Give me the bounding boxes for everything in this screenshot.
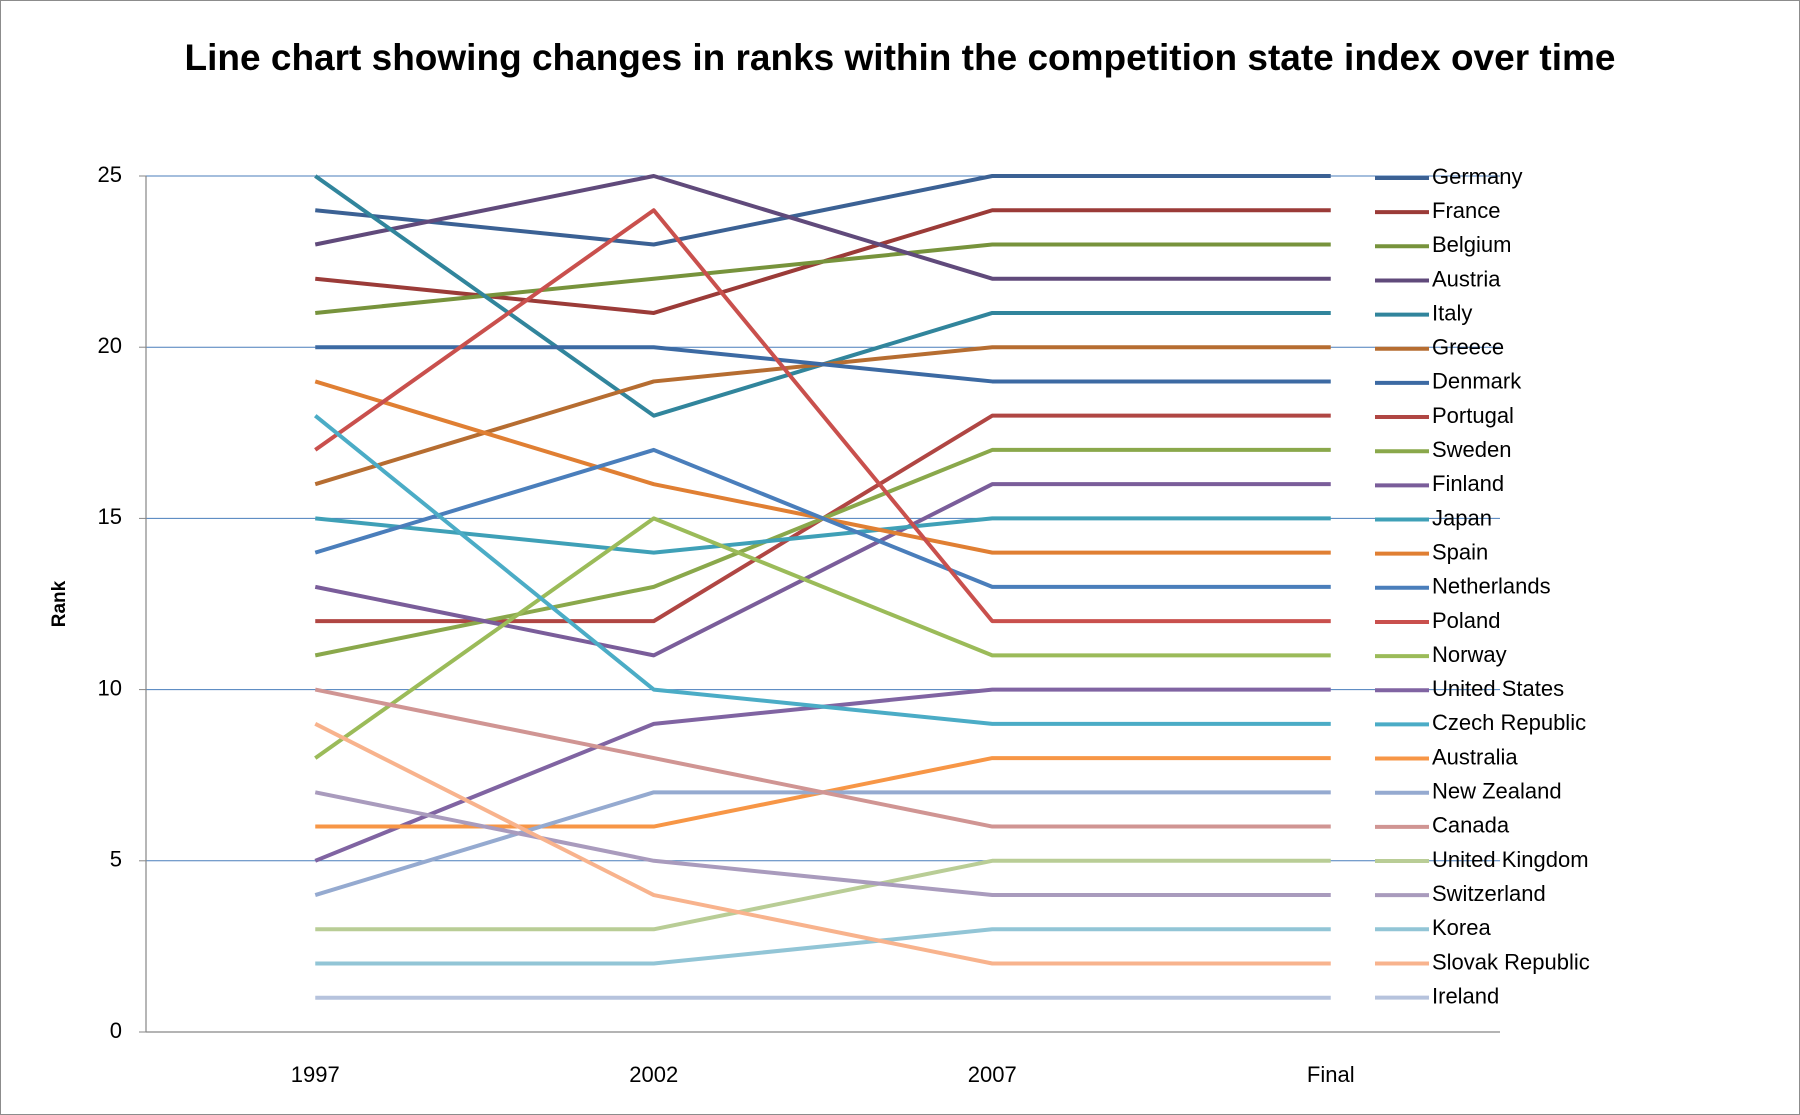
series-line xyxy=(314,174,1331,281)
y-axis-label: Rank xyxy=(49,580,70,627)
legend-label: Poland xyxy=(1432,608,1501,633)
series-line xyxy=(314,447,1331,589)
legend-label: Sweden xyxy=(1432,437,1512,462)
legend-label: Japan xyxy=(1432,505,1492,530)
series-line xyxy=(314,790,1331,898)
x-tick-label: 2002 xyxy=(629,1062,678,1087)
legend-label: United States xyxy=(1432,676,1564,701)
series-line xyxy=(315,174,1331,247)
series-line xyxy=(315,858,1331,932)
legend-label: Ireland xyxy=(1432,983,1499,1008)
series-line xyxy=(315,516,1331,555)
legend-label: Portugal xyxy=(1432,403,1514,428)
x-tick-label: 1997 xyxy=(291,1062,340,1087)
legend-label: Belgium xyxy=(1432,232,1511,257)
legend-label: Spain xyxy=(1432,539,1488,564)
series-line xyxy=(314,687,1331,829)
series-line xyxy=(314,516,1331,760)
series-line xyxy=(313,414,1331,726)
legend-label: New Zealand xyxy=(1432,779,1562,804)
legend-label: Greece xyxy=(1432,335,1504,360)
y-tick-label: 20 xyxy=(98,333,122,358)
y-tick-label: 15 xyxy=(98,504,122,529)
x-tick-label: 2007 xyxy=(968,1062,1017,1087)
legend-label: Switzerland xyxy=(1432,881,1546,906)
legend-label: Denmark xyxy=(1432,369,1522,394)
x-tick-label: Final xyxy=(1307,1062,1355,1087)
series-line xyxy=(314,722,1331,966)
series-line xyxy=(314,687,1331,863)
legend-label: United Kingdom xyxy=(1432,847,1589,872)
legend-label: Korea xyxy=(1432,915,1491,940)
legend-label: Netherlands xyxy=(1432,574,1551,599)
legend-label: Austria xyxy=(1432,266,1501,291)
legend-label: Czech Republic xyxy=(1432,710,1586,735)
series-line xyxy=(314,379,1331,555)
legend-label: Slovak Republic xyxy=(1432,949,1590,974)
series-line xyxy=(315,345,1331,384)
legend-label: Finland xyxy=(1432,471,1504,496)
series-line xyxy=(314,482,1331,658)
legend-label: Australia xyxy=(1432,744,1518,769)
legend-label: Canada xyxy=(1432,813,1510,838)
series-line xyxy=(314,208,1331,624)
series-line xyxy=(315,927,1331,966)
y-tick-label: 0 xyxy=(110,1018,122,1043)
y-tick-label: 5 xyxy=(110,847,122,872)
y-tick-label: 25 xyxy=(98,162,122,187)
legend-label: Italy xyxy=(1432,300,1472,325)
chart-title: Line chart showing changes in ranks with… xyxy=(184,37,1616,78)
legend-label: Germany xyxy=(1432,164,1522,189)
legend-label: France xyxy=(1432,198,1500,223)
y-tick-label: 10 xyxy=(98,675,122,700)
legend-label: Norway xyxy=(1432,642,1507,667)
